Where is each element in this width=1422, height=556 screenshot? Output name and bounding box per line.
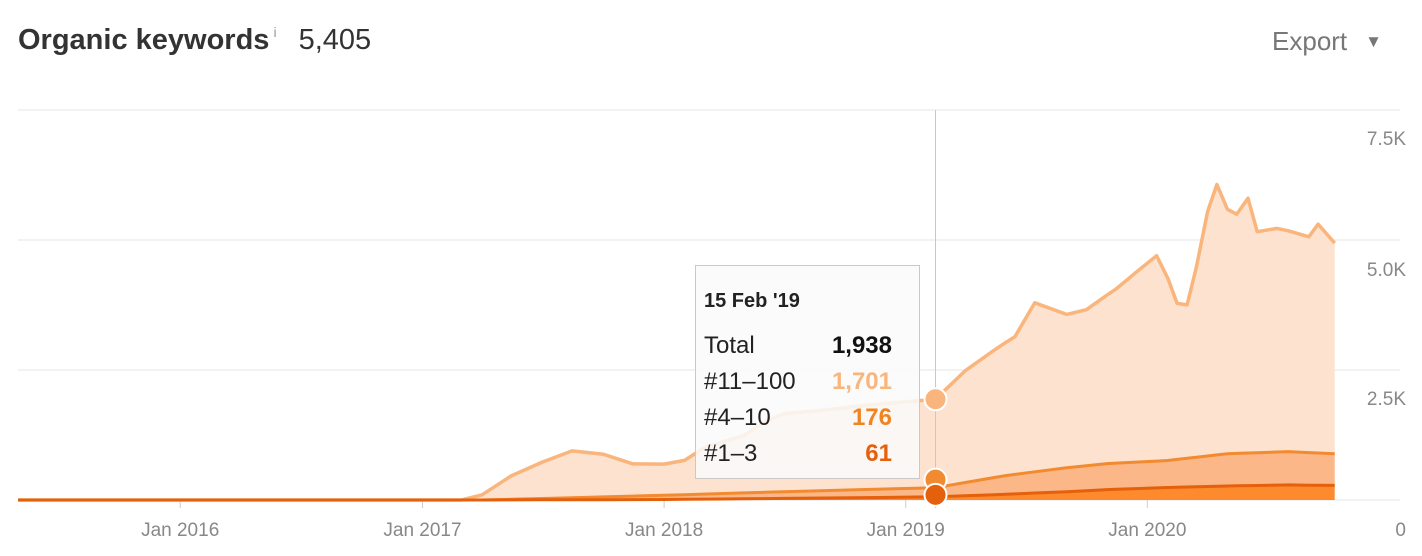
y-tick-label: 2.5K	[1367, 389, 1406, 410]
area-11-100	[18, 184, 1335, 500]
tooltip-row-1-3: #1–3 61	[704, 440, 892, 468]
tooltip-label: #4–10	[704, 404, 771, 431]
line-1-3	[18, 483, 1335, 502]
x-tick-label: Jan 2018	[625, 520, 703, 541]
keyword-count: 5,405	[298, 24, 372, 56]
tooltip-value: 61	[865, 440, 892, 467]
tooltip-label: #11–100	[704, 368, 796, 395]
tooltip-date: 15 Feb '19	[704, 290, 800, 312]
x-tick-label: Jan 2019	[867, 520, 945, 541]
tooltip-value: 1,938	[831, 332, 892, 359]
line-4-10	[18, 450, 1335, 502]
chart-title: Organic keywords	[18, 24, 270, 56]
x-tick-label: Jan 2020	[1108, 520, 1186, 541]
marker-1-3	[923, 482, 948, 507]
tooltip-row-4-10: #4–10 176	[704, 404, 892, 432]
tooltip-value: 176	[851, 404, 892, 431]
chart-overlay	[923, 110, 948, 508]
tooltip-label: #1–3	[704, 440, 758, 467]
x-tick-label: Jan 2017	[383, 520, 461, 541]
tooltip-row-total: Total 1,938	[704, 332, 892, 360]
chevron-down-icon: ▼	[1365, 31, 1382, 51]
axis-labels: 7.5K 5.0K 2.5K 0 Jan 2016 Jan 2017 Jan 2018 Jan…	[141, 129, 1406, 541]
info-icon[interactable]: i	[273, 24, 277, 40]
area-1-3	[18, 484, 1335, 500]
line-11-100	[18, 182, 1337, 502]
tooltip-value: 1,701	[831, 368, 892, 395]
chart-areas	[18, 182, 1337, 502]
chart-tooltip: 15 Feb '19 Total 1,938 #11–100 1,701 #4–…	[695, 265, 920, 479]
tooltip-row-11-100: #11–100 1,701	[704, 368, 892, 396]
tooltip-label: Total	[704, 332, 755, 359]
marker-11-100	[923, 387, 948, 412]
chart-header: Organic keywords i 5,405	[18, 24, 371, 64]
y-tick-label: 7.5K	[1367, 129, 1406, 150]
y-tick-label: 5.0K	[1367, 260, 1406, 281]
area-4-10	[18, 451, 1335, 500]
export-button[interactable]: Export ▼	[1272, 26, 1382, 57]
y-tick-label: 0	[1395, 520, 1406, 541]
export-label: Export	[1272, 26, 1348, 56]
x-tick-label: Jan 2016	[141, 520, 219, 541]
